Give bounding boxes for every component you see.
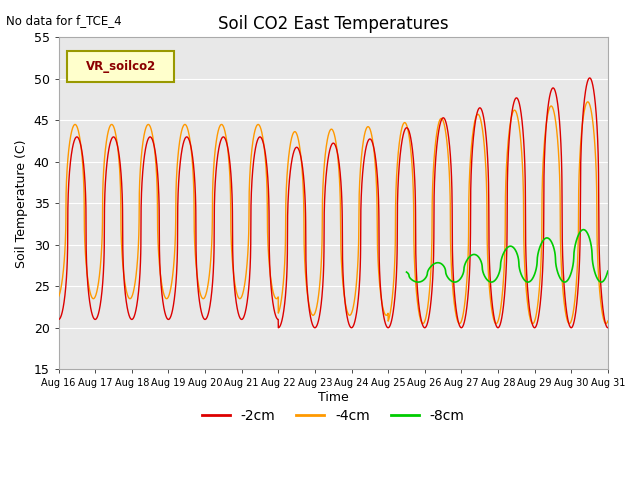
FancyBboxPatch shape [67, 50, 174, 82]
X-axis label: Time: Time [318, 391, 349, 404]
Text: VR_soilco2: VR_soilco2 [86, 60, 156, 72]
Y-axis label: Soil Temperature (C): Soil Temperature (C) [15, 139, 28, 267]
Title: Soil CO2 East Temperatures: Soil CO2 East Temperatures [218, 15, 449, 33]
Text: No data for f_TCE_4: No data for f_TCE_4 [6, 14, 122, 27]
Legend: -2cm, -4cm, -8cm: -2cm, -4cm, -8cm [196, 404, 470, 429]
